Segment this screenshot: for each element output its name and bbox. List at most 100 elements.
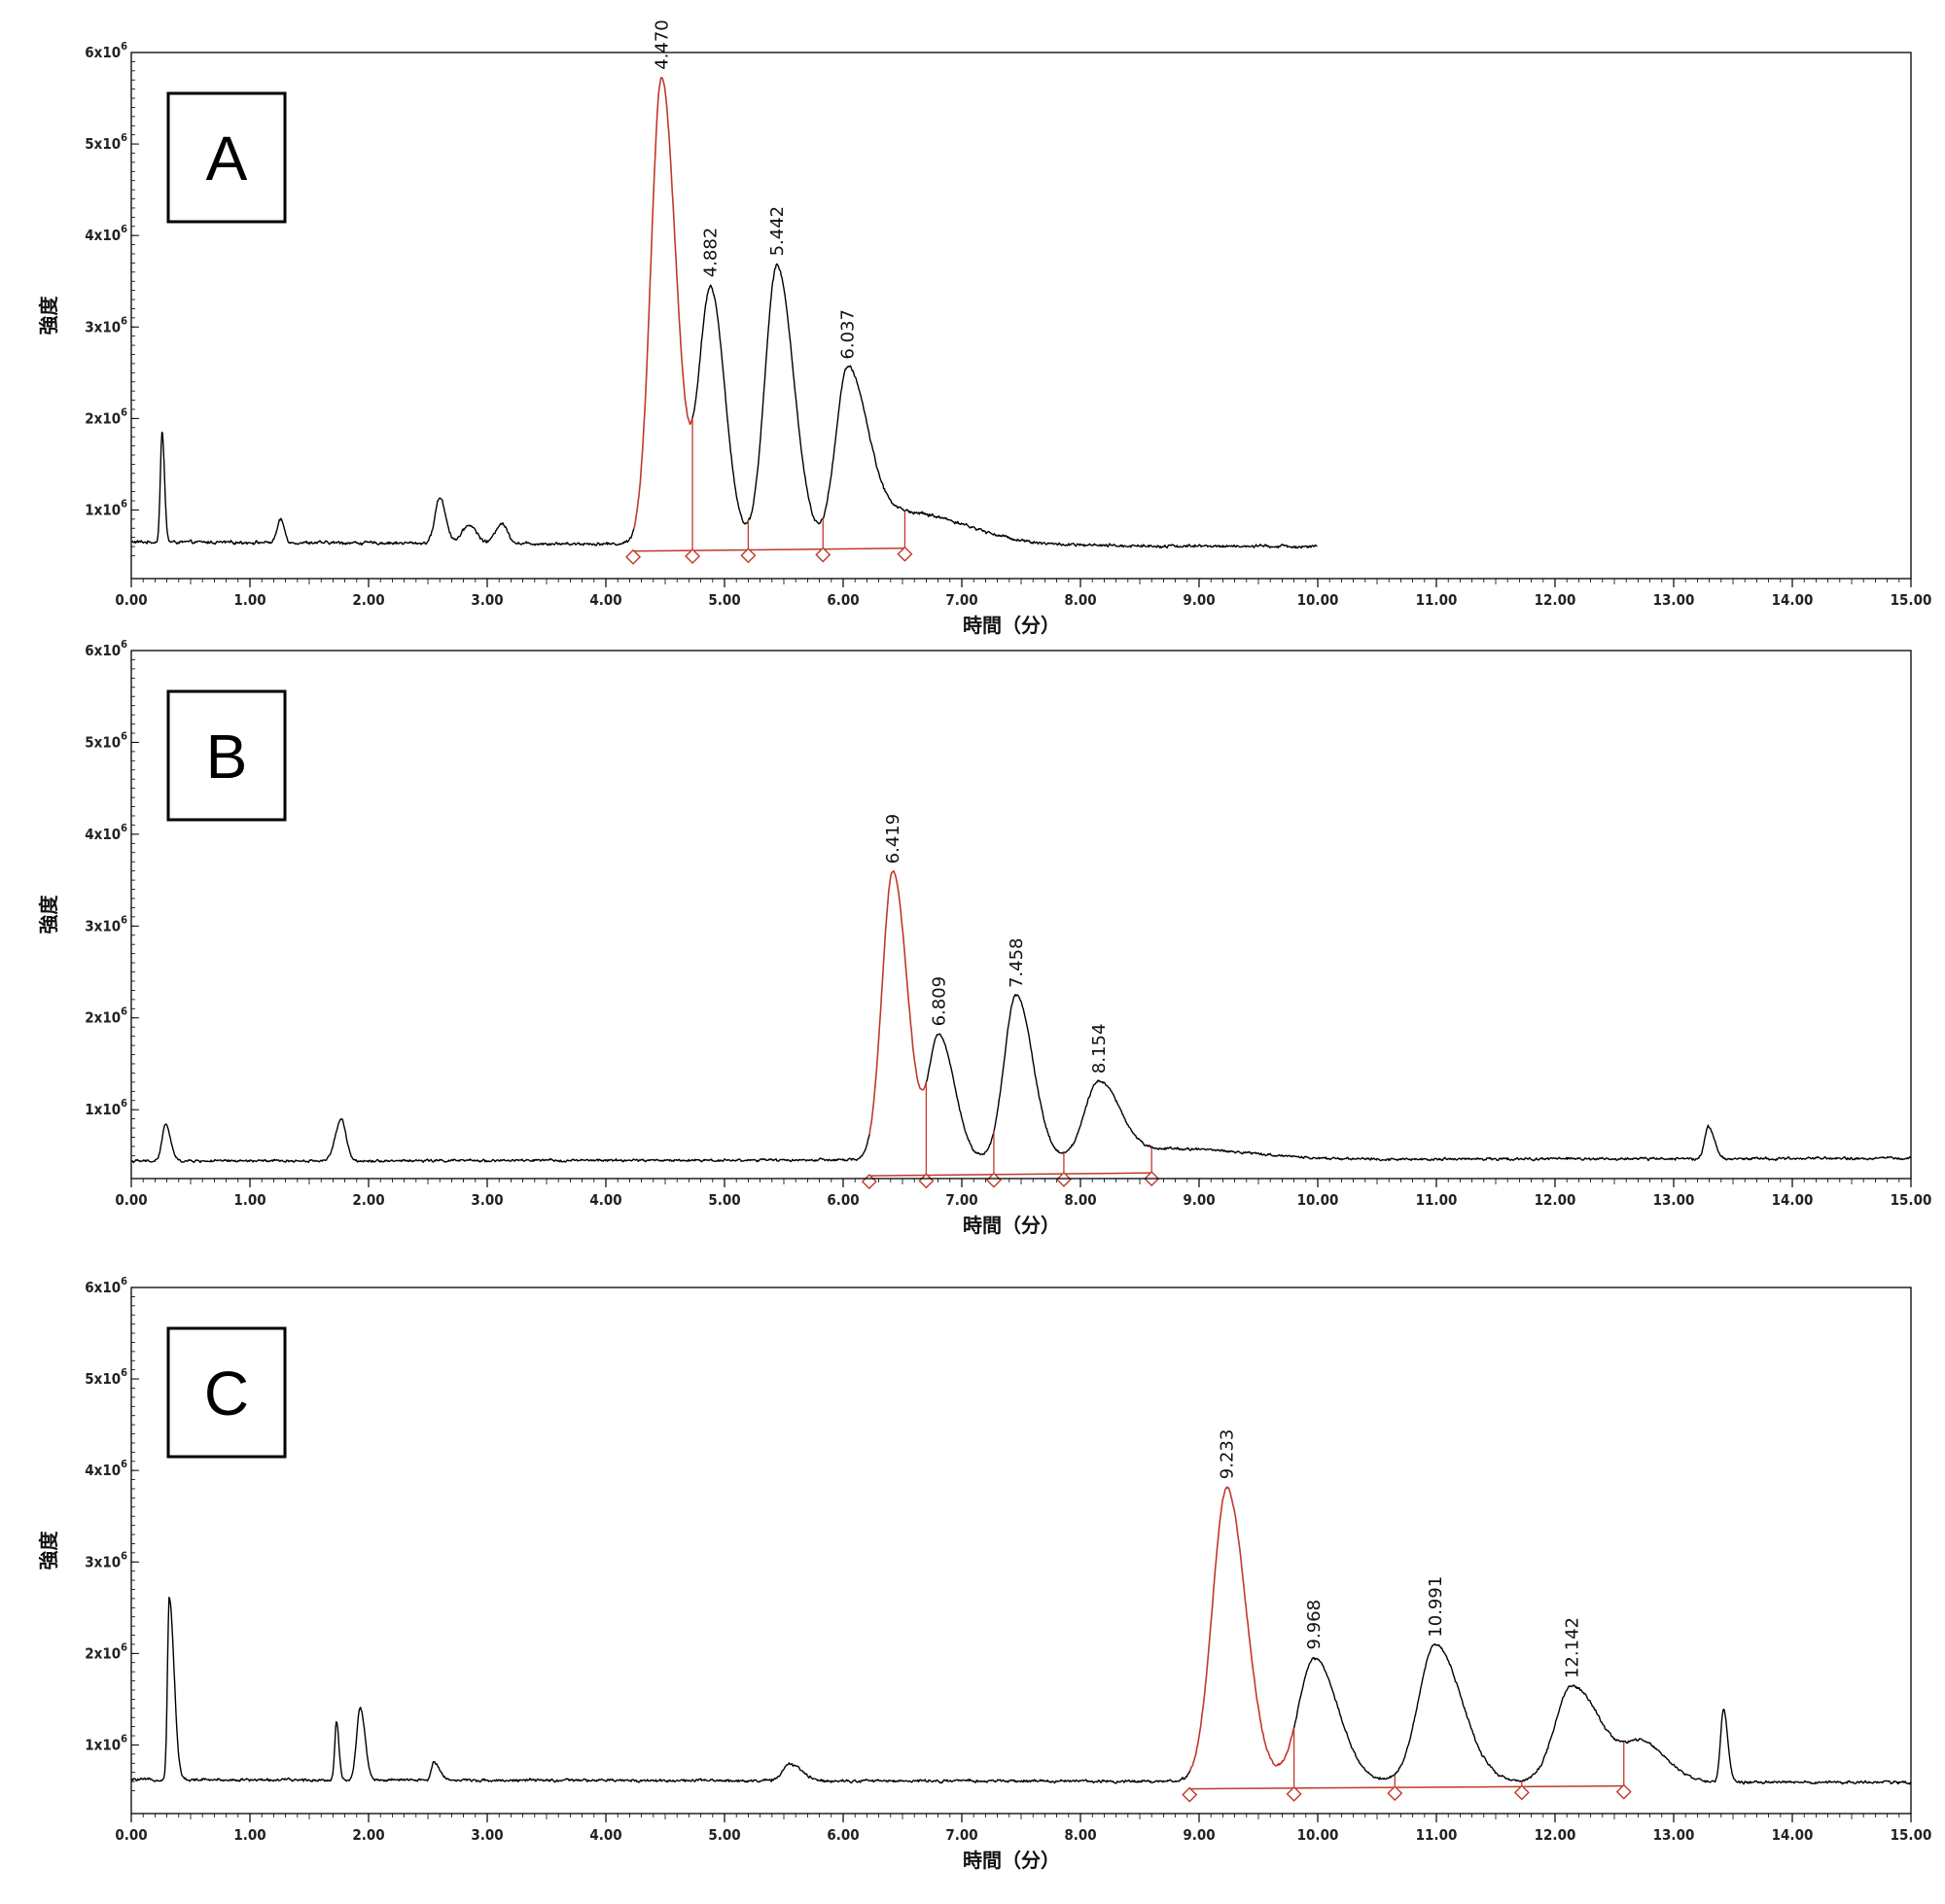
x-tick-label: 0.00 [115, 591, 147, 609]
x-tick-label: 7.00 [945, 1191, 977, 1209]
y-axis-label: 強度 [37, 895, 60, 934]
y-tick-exponent: 6 [121, 131, 127, 144]
y-tick-base: 5x10 [85, 1370, 121, 1388]
integration-marker [1286, 1785, 1302, 1802]
y-tick-exponent: 6 [121, 1275, 127, 1287]
integration-marker [625, 548, 642, 565]
y-tick-exponent: 6 [121, 405, 127, 418]
integration-marker [897, 546, 913, 562]
y-tick-exponent: 6 [121, 1640, 127, 1653]
y-tick-base: 4x10 [85, 1462, 121, 1479]
y-tick-label: 6x106 [85, 1275, 127, 1296]
peak-retention-time: 4.470 [652, 19, 672, 70]
y-tick-label: 3x106 [85, 1549, 127, 1570]
y-tick-exponent: 6 [121, 314, 127, 327]
x-tick-label: 0.00 [115, 1191, 147, 1209]
y-tick-base: 3x10 [85, 917, 121, 934]
peak-retention-time: 4.882 [701, 228, 722, 278]
x-tick-label: 12.00 [1535, 1826, 1576, 1844]
x-tick-label: 9.00 [1183, 1826, 1215, 1844]
integration-group [1182, 1728, 1632, 1803]
y-tick-base: 1x10 [85, 501, 121, 518]
peak-retention-time: 9.968 [1304, 1600, 1325, 1650]
chromatogram-trace [130, 263, 1318, 549]
y-tick-label: 1x106 [85, 497, 127, 518]
y-tick-label: 6x106 [85, 40, 127, 61]
x-tick-label: 15.00 [1891, 1826, 1932, 1844]
y-tick-exponent: 6 [121, 1458, 127, 1470]
y-tick-label: 5x106 [85, 1366, 127, 1388]
panel-label: A [206, 123, 248, 194]
y-axis-label: 強度 [37, 1531, 60, 1570]
x-tick-label: 11.00 [1416, 1826, 1458, 1844]
x-tick-label: 12.00 [1535, 591, 1576, 609]
x-tick-label: 4.00 [589, 591, 621, 609]
x-tick-label: 13.00 [1653, 1826, 1695, 1844]
peak-retention-time: 6.809 [930, 976, 950, 1027]
y-tick-exponent: 6 [121, 223, 127, 235]
integration-marker [985, 1172, 1002, 1188]
x-tick-label: 11.00 [1416, 591, 1458, 609]
y-tick-label: 5x106 [85, 729, 127, 751]
y-tick-base: 2x10 [85, 1644, 121, 1662]
y-tick-base: 5x10 [85, 135, 121, 153]
x-tick-label: 8.00 [1064, 1826, 1096, 1844]
chromatogram-trace [130, 1597, 1912, 1785]
x-tick-label: 2.00 [352, 1826, 384, 1844]
y-tick-exponent: 6 [121, 1097, 127, 1110]
peak-labels: 4.470 4.882 5.442 6.037 [652, 19, 858, 359]
integration-baseline [868, 1172, 1152, 1177]
y-tick-label: 1x106 [85, 1732, 127, 1753]
integration-marker [740, 547, 757, 564]
x-tick-label: 14.00 [1772, 591, 1814, 609]
peak-retention-time: 6.419 [883, 814, 903, 864]
x-tick-label: 8.00 [1064, 1191, 1096, 1209]
x-tick-label: 2.00 [352, 591, 384, 609]
integration-marker [1513, 1784, 1530, 1801]
y-tick-base: 5x10 [85, 733, 121, 751]
peak-retention-time: 9.233 [1217, 1429, 1237, 1480]
x-tick-marks [130, 579, 1912, 587]
trace-group [130, 869, 1912, 1164]
y-tick-base: 6x10 [85, 642, 121, 659]
x-tick-label: 10.00 [1297, 1826, 1339, 1844]
integration-baseline [633, 547, 905, 552]
x-tick-label: 9.00 [1183, 591, 1215, 609]
x-tick-label: 10.00 [1297, 1191, 1339, 1209]
y-tick-base: 2x10 [85, 1009, 121, 1027]
y-tick-label: 3x106 [85, 314, 127, 335]
x-axis-label: 時間（分） [963, 1214, 1060, 1237]
y-tick-base: 6x10 [85, 44, 121, 61]
x-tick-label: 5.00 [708, 1826, 740, 1844]
x-tick-label: 6.00 [827, 1191, 859, 1209]
y-tick-exponent: 6 [121, 497, 127, 510]
x-tick-label: 3.00 [471, 1191, 503, 1209]
x-tick-label: 1.00 [233, 1191, 265, 1209]
integration-marker [815, 547, 831, 563]
x-tick-marks [130, 1179, 1912, 1187]
x-tick-label: 12.00 [1535, 1191, 1576, 1209]
integrated-peak-trace [1188, 1486, 1295, 1772]
x-tick-marks [130, 1814, 1912, 1822]
y-tick-label: 4x106 [85, 223, 127, 244]
integration-group [625, 418, 913, 565]
integration-marker [1615, 1783, 1632, 1800]
y-tick-exponent: 6 [121, 729, 127, 742]
panel-label: B [206, 722, 248, 792]
panel-label-box [166, 91, 287, 224]
y-tick-label: 6x106 [85, 638, 127, 659]
x-tick-label: 5.00 [708, 591, 740, 609]
x-tick-label: 8.00 [1064, 591, 1096, 609]
integrated-peak-trace [868, 869, 927, 1135]
panel-label-box [166, 1326, 287, 1459]
x-tick-label: 14.00 [1772, 1191, 1814, 1209]
integration-baseline [1189, 1784, 1624, 1790]
x-axis-label: 時間（分） [963, 1849, 1060, 1872]
integration-marker [1182, 1786, 1198, 1803]
x-tick-label: 13.00 [1653, 591, 1695, 609]
x-axis-label: 時間（分） [963, 614, 1060, 637]
